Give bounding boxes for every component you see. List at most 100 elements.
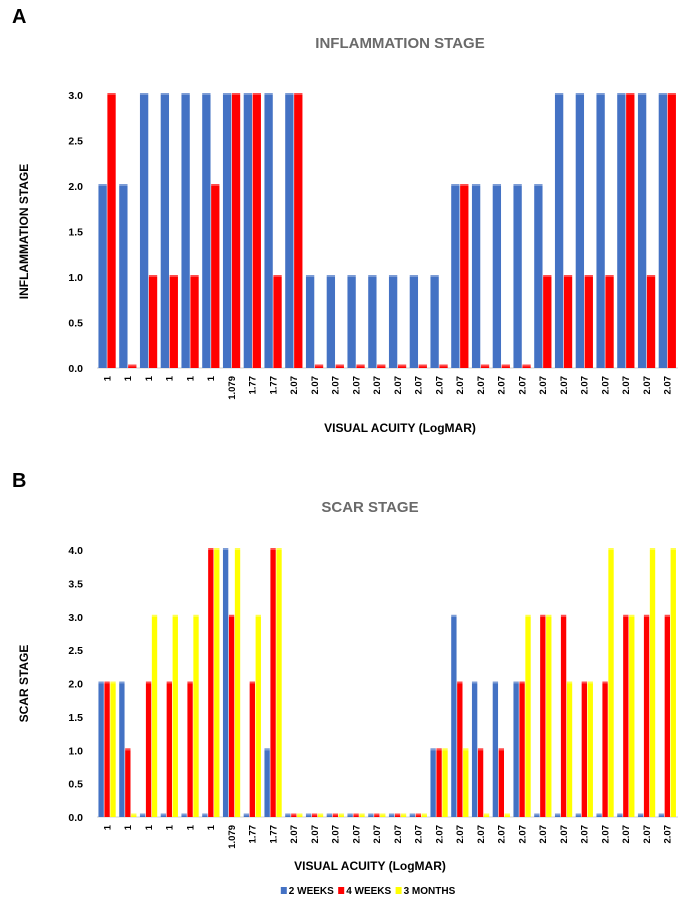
bar-cap — [98, 184, 107, 186]
bar-cap — [623, 614, 629, 617]
y-tick-label: 0.0 — [68, 812, 83, 824]
bar — [492, 683, 499, 817]
bar — [563, 277, 573, 368]
bar — [368, 277, 377, 368]
bar-cap — [368, 275, 377, 277]
bar-cap — [128, 364, 137, 367]
bar-cap — [596, 813, 602, 816]
bar-cap — [255, 614, 261, 617]
y-tick-label: 2.0 — [68, 181, 83, 193]
bar — [160, 815, 167, 817]
x-axis-title: VISUAL ACUITY (LogMAR) — [324, 421, 476, 435]
bar — [409, 815, 416, 817]
bar-cap — [356, 364, 365, 367]
bar — [294, 95, 303, 368]
bar — [394, 815, 401, 817]
bar-cap — [264, 748, 270, 751]
x-axis-title: VISUAL ACUITY (LogMAR) — [294, 859, 446, 873]
bar-cap — [388, 275, 398, 277]
legend-entry: 3 MONTHS — [404, 886, 456, 897]
bar-cap — [543, 275, 552, 277]
bar-cap — [667, 93, 676, 95]
x-tick-label: 1.77 — [268, 376, 279, 395]
bar — [421, 815, 427, 817]
bar — [451, 616, 457, 817]
bar-cap — [670, 548, 676, 550]
bar — [359, 815, 365, 817]
bar-cap — [658, 813, 665, 816]
bar — [374, 815, 380, 817]
bar-cap — [575, 813, 582, 816]
bar — [584, 277, 593, 368]
bar — [451, 186, 460, 368]
x-tick-label: 1 — [206, 375, 217, 381]
bar — [442, 750, 448, 817]
bar — [187, 683, 193, 817]
inflammation-stage-chart: INFLAMMATION STAGE INFLAMMATION STAGE 0.0 0… — [17, 35, 678, 435]
bar — [667, 95, 676, 368]
bar-cap — [190, 275, 199, 277]
y-tick-label: 3.0 — [68, 90, 83, 102]
bar — [131, 815, 137, 817]
bar-cap — [139, 93, 149, 95]
bar-cap — [285, 93, 294, 95]
bar — [575, 815, 582, 817]
bar — [234, 550, 241, 817]
bar-cap — [276, 548, 282, 550]
bar — [626, 95, 635, 368]
bar-cap — [421, 813, 427, 816]
y-tick-label: 2.0 — [68, 679, 83, 691]
y-tick-label: 2.5 — [68, 136, 83, 148]
bar-cap — [332, 813, 338, 816]
x-tick-label: 2.07 — [538, 376, 549, 395]
x-tick-label: 2.07 — [517, 825, 528, 844]
bar — [492, 186, 502, 368]
bar — [104, 683, 110, 817]
bar-cap — [249, 681, 255, 684]
bar — [353, 815, 359, 817]
bar-cap — [646, 275, 656, 277]
bar-cap — [483, 813, 490, 816]
x-tick-label: 2.07 — [289, 376, 300, 395]
bar — [430, 277, 439, 368]
x-tick-label: 2.07 — [372, 376, 383, 395]
bar-cap — [460, 184, 469, 186]
bar-cap — [436, 748, 442, 751]
bar-cap — [160, 93, 170, 95]
bar-cap — [314, 364, 324, 367]
x-tick-label: 2.07 — [372, 825, 383, 844]
bar — [347, 277, 356, 368]
bar — [139, 815, 146, 817]
bar-cap — [374, 813, 380, 816]
bar-cap — [270, 548, 276, 550]
legend-entry: 4 WEEKS — [346, 886, 391, 897]
bar — [519, 683, 525, 817]
y-tick-label: 0.5 — [68, 779, 83, 791]
bar — [214, 550, 220, 817]
x-tick-label: 1.77 — [268, 825, 279, 844]
bar — [273, 277, 282, 368]
bar-cap — [285, 813, 291, 816]
x-tick-label: 1 — [144, 375, 155, 381]
bar-cap — [305, 275, 315, 277]
bar — [222, 95, 232, 368]
chart-title: INFLAMMATION STAGE — [315, 35, 484, 52]
bar — [513, 186, 522, 368]
x-tick-label: 1 — [165, 824, 176, 830]
bar — [285, 815, 291, 817]
x-tick-label: 2.07 — [455, 376, 466, 395]
bar-cap — [98, 681, 104, 684]
x-tick-label: 1 — [144, 824, 155, 830]
bar — [637, 815, 644, 817]
bar — [605, 277, 614, 368]
bar-cap — [125, 748, 131, 751]
bar-cap — [347, 813, 353, 816]
x-tick-label: 2.07 — [393, 376, 404, 395]
bar-cap — [525, 614, 531, 617]
x-tick-label: 1 — [102, 375, 113, 381]
bar — [546, 616, 552, 817]
bar — [98, 683, 104, 817]
bar-cap — [617, 93, 626, 95]
bar — [457, 683, 463, 817]
panel-label-b: B — [12, 470, 27, 492]
